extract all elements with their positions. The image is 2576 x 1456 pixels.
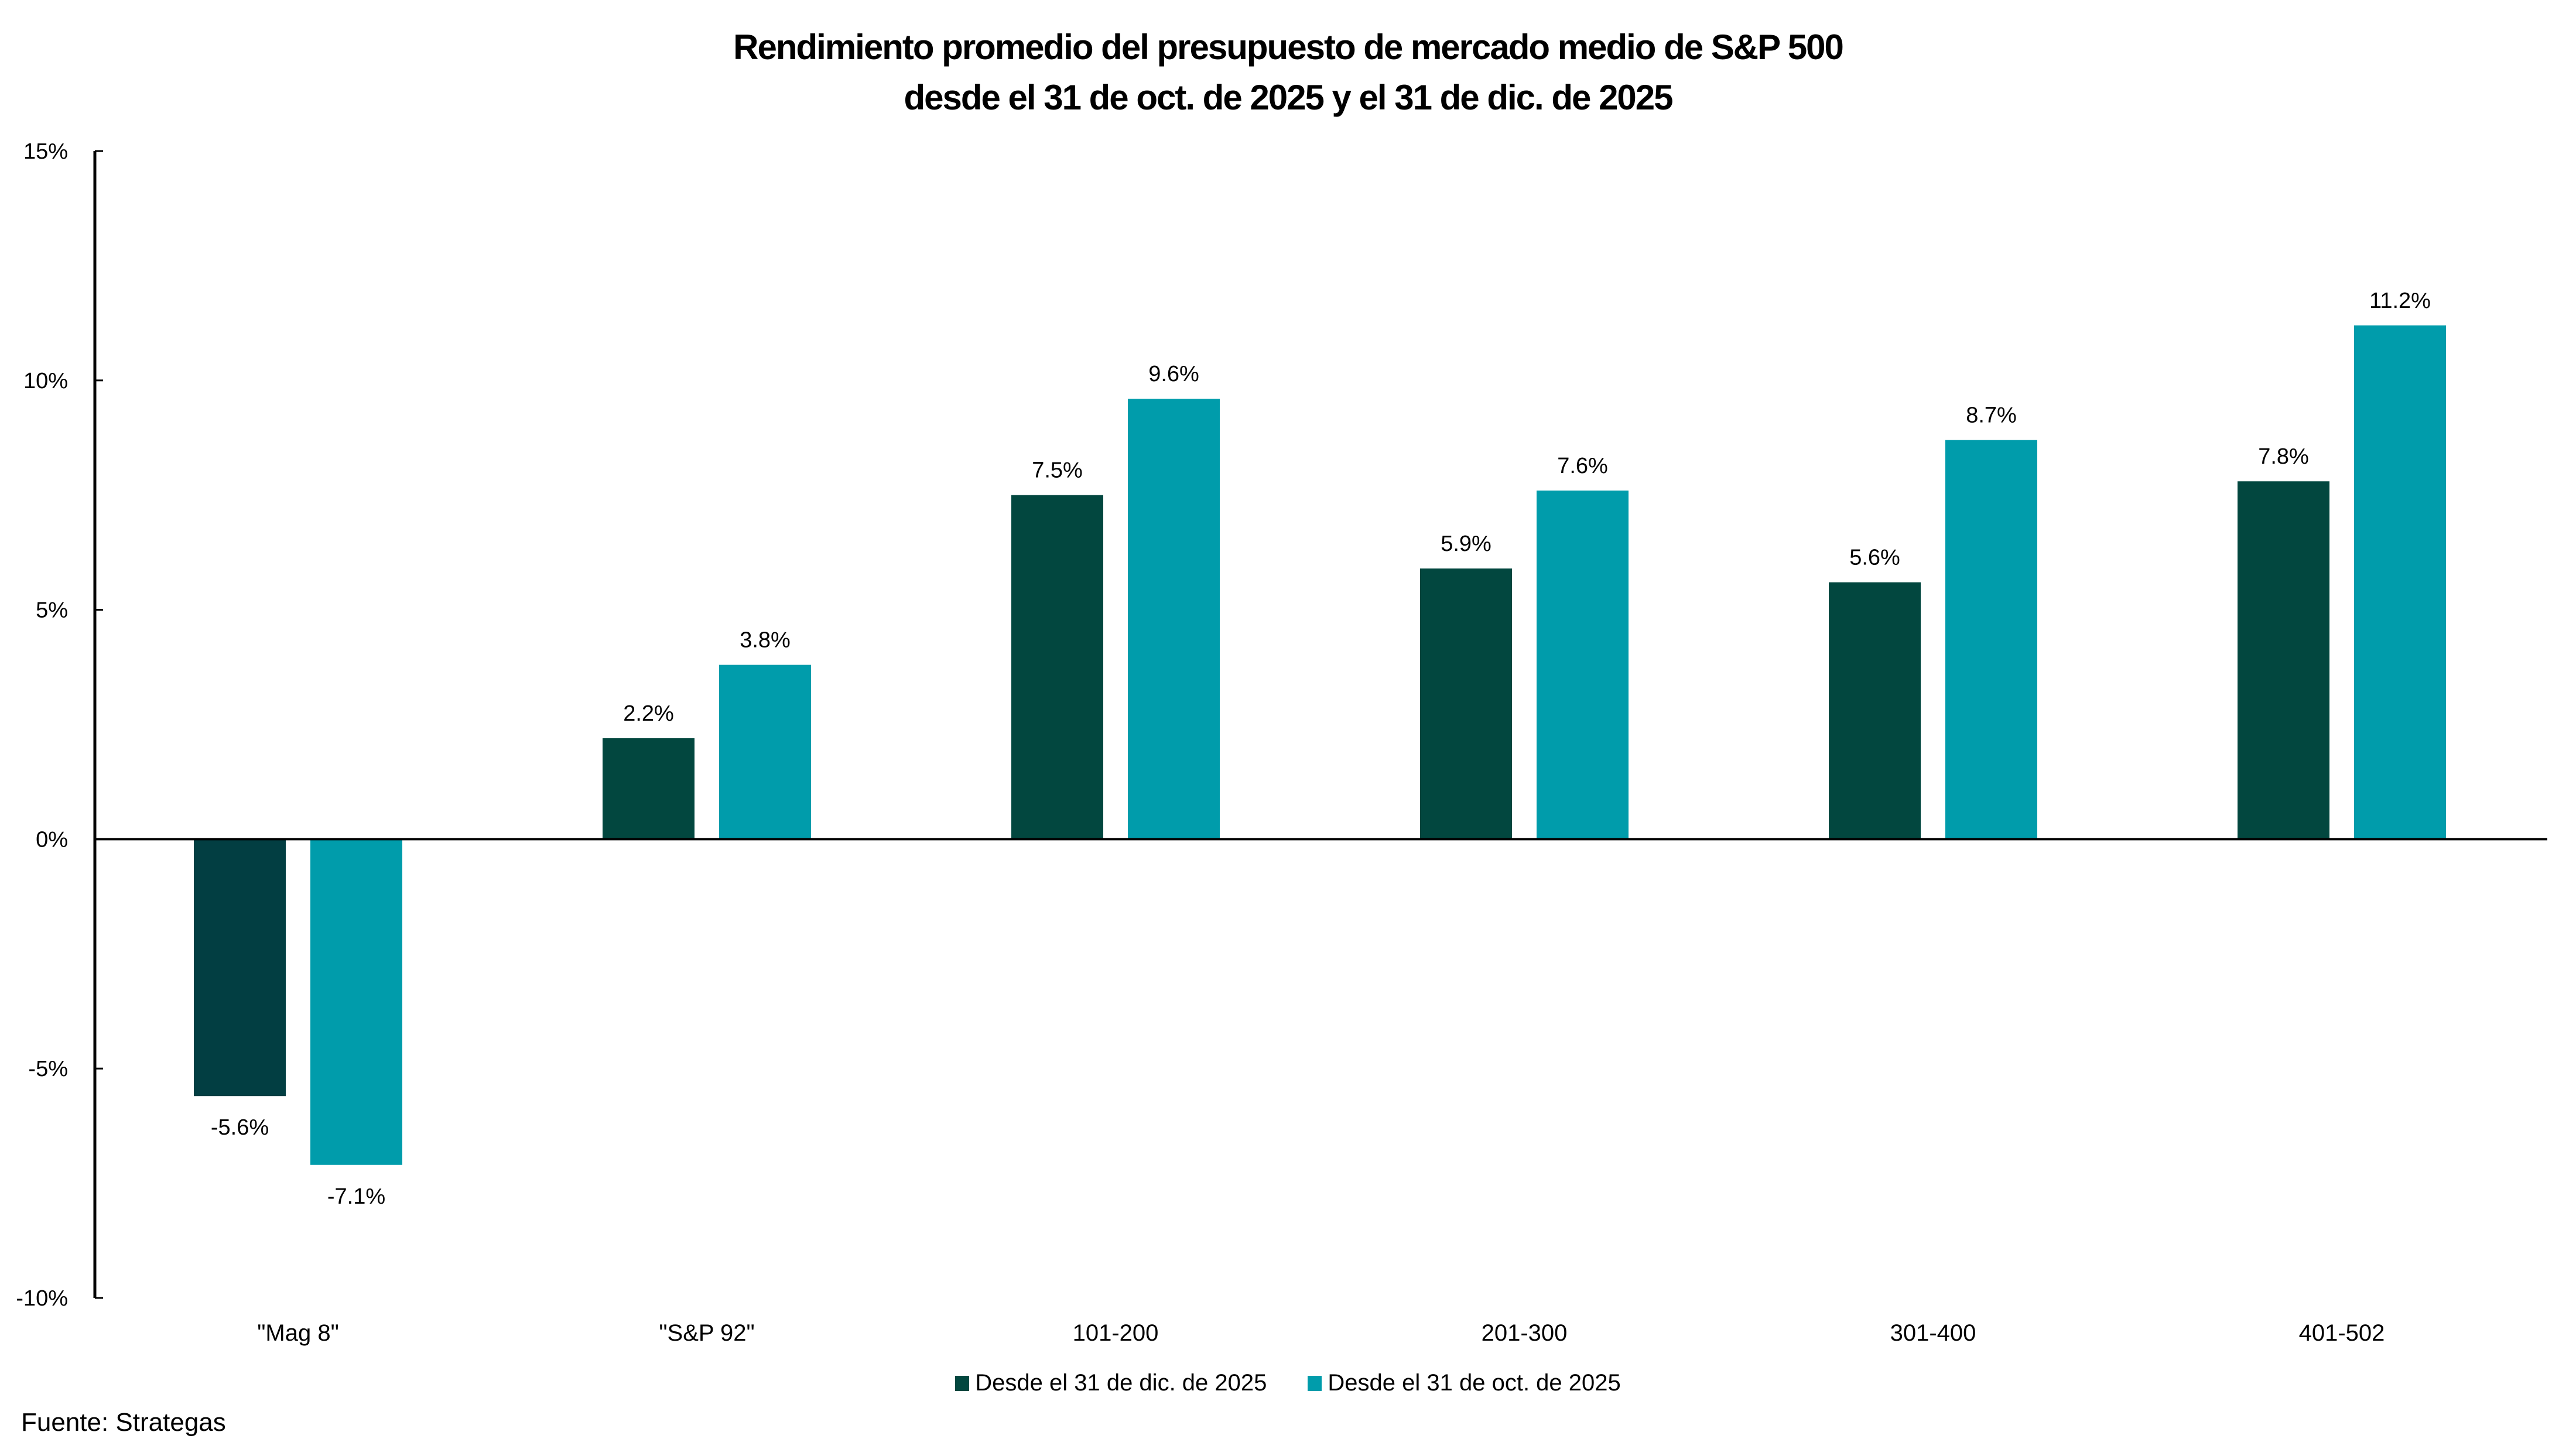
data-label: 3.8% bbox=[740, 628, 791, 653]
y-tick-label: 10% bbox=[23, 369, 68, 393]
bar-oct-0 bbox=[310, 839, 402, 1165]
x-tick-label: 401-502 bbox=[2299, 1320, 2385, 1346]
data-label: 11.2% bbox=[2369, 289, 2431, 313]
x-tick-label: 301-400 bbox=[1890, 1320, 1976, 1346]
legend: Desde el 31 de dic. de 2025 Desde el 31 … bbox=[0, 1370, 2576, 1396]
legend-label-oct: Desde el 31 de oct. de 2025 bbox=[1328, 1370, 1621, 1396]
legend-item-dec: Desde el 31 de dic. de 2025 bbox=[955, 1370, 1267, 1396]
bar-dec-0 bbox=[194, 839, 286, 1097]
chart-title-line-2: desde el 31 de oct. de 2025 y el 31 de d… bbox=[904, 78, 1673, 117]
bar-dec-1 bbox=[603, 738, 695, 840]
source-note: Fuente: Strategas bbox=[21, 1408, 226, 1437]
bar-oct-3 bbox=[1537, 490, 1629, 840]
data-label: -7.1% bbox=[327, 1184, 385, 1209]
x-axis-labels: "Mag 8" "S&P 92" 101-200 201-300 301-400 401-… bbox=[257, 1320, 2385, 1346]
legend-label-dec: Desde el 31 de dic. de 2025 bbox=[975, 1370, 1267, 1396]
bar-dec-2 bbox=[1011, 495, 1103, 840]
y-tick-label: 5% bbox=[36, 598, 68, 623]
axes-lines bbox=[93, 151, 2547, 1298]
legend-item-oct: Desde el 31 de oct. de 2025 bbox=[1308, 1370, 1621, 1396]
bar-dec-4 bbox=[1829, 582, 1921, 840]
data-label: 9.6% bbox=[1148, 362, 1199, 386]
bar-oct-5 bbox=[2354, 325, 2446, 840]
data-label: -5.6% bbox=[211, 1115, 269, 1140]
y-tick-label: -5% bbox=[28, 1057, 68, 1081]
data-label: 5.6% bbox=[1849, 546, 1900, 570]
y-tick-label: 15% bbox=[23, 139, 68, 164]
legend-swatch-oct bbox=[1308, 1375, 1322, 1391]
x-tick-label: 101-200 bbox=[1073, 1320, 1159, 1346]
data-label: 5.9% bbox=[1441, 532, 1491, 556]
bar-oct-2 bbox=[1128, 399, 1220, 840]
data-labels: -5.6% -7.1% 2.2% 3.8% 7.5% 9.6% 5.9% 7.6% 5.6% 8.… bbox=[211, 289, 2431, 1209]
x-tick-label: "S&P 92" bbox=[659, 1320, 754, 1346]
y-tick-label: 0% bbox=[36, 827, 68, 852]
data-label: 7.5% bbox=[1032, 458, 1083, 483]
chart-title: Rendimiento promedio del presupuesto de … bbox=[0, 22, 2576, 123]
bar-dec-5 bbox=[2238, 481, 2329, 840]
bars bbox=[194, 325, 2446, 1165]
chart-title-line-1: Rendimiento promedio del presupuesto de … bbox=[733, 28, 1844, 67]
data-label: 2.2% bbox=[623, 701, 674, 726]
bar-dec-3 bbox=[1420, 568, 1512, 840]
data-label: 7.6% bbox=[1557, 454, 1608, 478]
y-tick-label: -10% bbox=[16, 1286, 68, 1311]
data-label: 8.7% bbox=[1966, 403, 2017, 428]
data-label: 7.8% bbox=[2258, 444, 2309, 469]
x-tick-label: 201-300 bbox=[1482, 1320, 1568, 1346]
x-tick-label: "Mag 8" bbox=[257, 1320, 339, 1346]
y-axis: 15% 10% 5% 0% -5% -10% bbox=[16, 139, 103, 1311]
legend-swatch-dec bbox=[955, 1375, 970, 1391]
bar-oct-1 bbox=[719, 664, 811, 840]
bar-oct-4 bbox=[1945, 440, 2037, 840]
